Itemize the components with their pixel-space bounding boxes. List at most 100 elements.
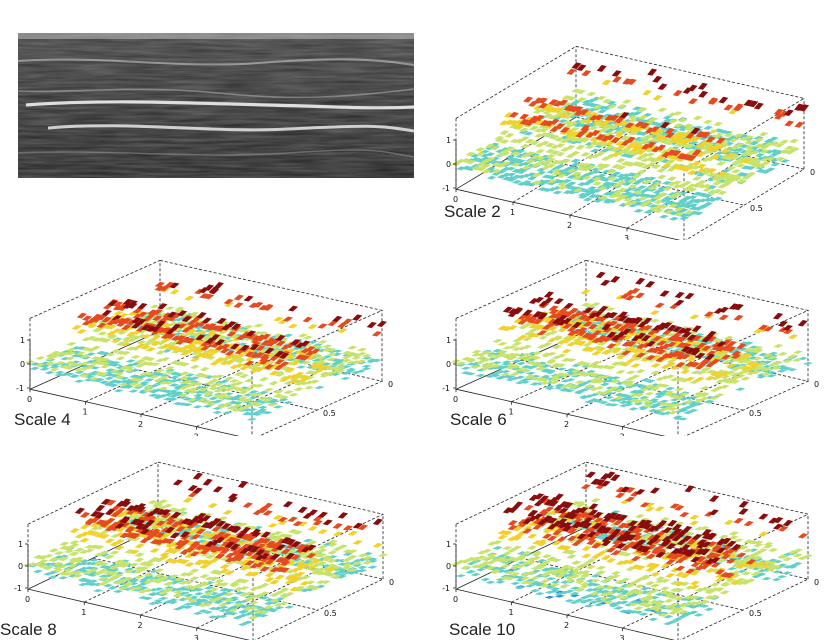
surface-cell xyxy=(79,361,90,366)
surface-cell xyxy=(115,527,126,533)
surface-cell xyxy=(153,573,164,578)
surface-cell xyxy=(218,602,229,607)
surface-cell xyxy=(351,569,362,574)
surface-cell xyxy=(598,401,609,405)
surface-cell xyxy=(702,183,712,189)
surface-cell xyxy=(165,368,176,373)
surface-cell xyxy=(347,555,358,560)
surface-cell xyxy=(123,569,134,574)
surface-cell xyxy=(217,614,228,619)
surface-cell xyxy=(331,574,342,579)
surface-cell xyxy=(659,399,670,403)
surface-cell xyxy=(209,569,220,575)
surface-cell xyxy=(113,563,124,568)
surface-cell xyxy=(285,538,296,546)
surface-cell xyxy=(133,378,144,383)
surface-cell xyxy=(102,578,113,584)
surface-cell xyxy=(581,163,591,168)
surface-cell xyxy=(615,492,626,499)
surface-cell xyxy=(226,534,237,540)
surface-cell xyxy=(633,401,644,406)
surface-cell xyxy=(296,544,307,550)
surface-cell xyxy=(103,570,114,575)
surface-cell xyxy=(566,168,577,173)
surface-cell xyxy=(259,358,270,365)
surface-cell xyxy=(534,376,545,381)
axis-ticks: 0123400.51.010-1 xyxy=(442,336,819,436)
surface-cell xyxy=(187,398,198,402)
surface-cell xyxy=(212,394,223,398)
surface-cell xyxy=(193,602,204,607)
surface-cell xyxy=(674,505,685,511)
surface-cell xyxy=(184,562,195,567)
surface-cell xyxy=(544,384,555,389)
surface-cell xyxy=(683,410,694,415)
surface-cell xyxy=(514,123,525,129)
surface-cell xyxy=(470,365,481,369)
surface-cell xyxy=(624,519,635,524)
surface-cell xyxy=(241,411,252,416)
surface-cell xyxy=(640,378,651,382)
surface-cell xyxy=(282,316,293,322)
surface-cell xyxy=(131,516,142,521)
surface-cell xyxy=(555,152,566,157)
surface-cell xyxy=(619,393,630,398)
surface-cell xyxy=(118,382,129,387)
surface-cell xyxy=(106,324,117,330)
surface-cell xyxy=(272,405,283,409)
surface-cell xyxy=(106,330,117,337)
surface-cell xyxy=(683,126,694,131)
surface-cell xyxy=(247,401,258,406)
surface-cell xyxy=(630,288,641,294)
surface-cell xyxy=(539,381,550,385)
surface-cell xyxy=(545,370,556,374)
surface-cell xyxy=(262,510,273,516)
y-tick-label: 0.5 xyxy=(323,409,336,418)
surface-cell xyxy=(226,331,237,337)
surface-cell xyxy=(687,187,698,192)
surface-cell xyxy=(167,598,178,603)
surface-cell xyxy=(662,322,673,329)
surface-cell xyxy=(622,195,633,200)
surface-cell xyxy=(264,347,275,354)
surface-cell xyxy=(576,361,587,365)
surface-cell xyxy=(720,354,732,360)
surface-cell xyxy=(471,165,482,171)
surface-cell xyxy=(235,532,246,539)
surface-cell xyxy=(239,365,250,371)
surface-cell xyxy=(666,149,677,156)
surface-cell xyxy=(636,149,646,155)
surface-cell xyxy=(253,609,264,614)
surface-cell xyxy=(174,558,185,564)
surface-cell xyxy=(613,396,624,400)
surface-cell xyxy=(659,384,670,388)
surface-cell xyxy=(159,374,170,378)
surface-cell xyxy=(657,337,668,343)
surface-cell xyxy=(657,192,668,197)
surface-cell xyxy=(199,574,210,579)
surface-cell xyxy=(224,588,235,593)
surface-cell xyxy=(501,353,512,358)
surface-cell xyxy=(296,559,307,564)
surface-cell xyxy=(64,549,75,554)
surface-cell xyxy=(730,372,741,377)
surface-cell xyxy=(188,381,199,386)
surface-cell xyxy=(461,356,472,361)
surface-cell xyxy=(91,313,102,320)
surface-cell xyxy=(702,187,713,192)
surface-cell xyxy=(724,379,735,384)
surface-cell xyxy=(325,567,336,573)
surface-cell xyxy=(254,367,265,373)
surface-cell xyxy=(604,131,615,137)
surface-cell xyxy=(110,511,121,518)
surface-cell xyxy=(543,291,554,298)
surface-cell xyxy=(624,380,635,385)
surface-cell xyxy=(769,152,780,157)
surface-cell xyxy=(285,560,296,566)
surface-cell xyxy=(658,408,669,412)
surface-cell xyxy=(600,364,612,369)
surface-cell xyxy=(191,322,202,328)
surface-cell xyxy=(713,132,724,138)
axis-ticks: 0123400.51.010-1 xyxy=(16,336,393,436)
surface-cell xyxy=(680,369,691,374)
